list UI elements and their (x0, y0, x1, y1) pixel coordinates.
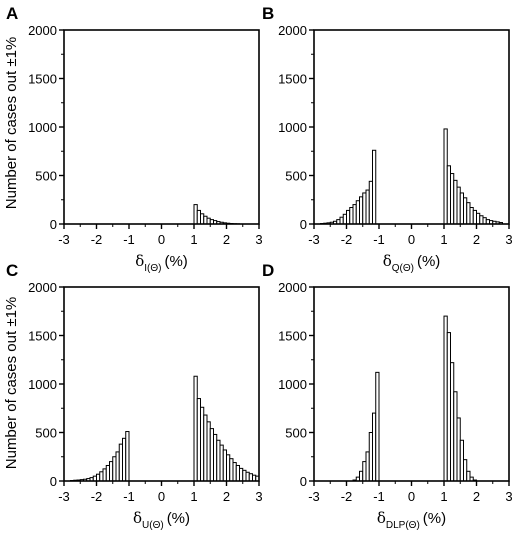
x-axis-symbol: δ (377, 509, 386, 527)
y-tick-label: 500 (35, 169, 57, 184)
x-tick-label: -1 (123, 489, 135, 504)
panel-label: B (262, 4, 274, 23)
x-tick-label: -1 (123, 232, 135, 247)
x-axis-label: δU(Θ) (%) (133, 509, 190, 531)
x-axis-subscript: U(Θ) (142, 520, 164, 531)
x-axis-symbol: δ (133, 509, 142, 527)
x-tick-label: 0 (158, 489, 165, 504)
x-tick-label: 1 (440, 232, 447, 247)
y-tick-label: 500 (35, 426, 57, 441)
x-tick-label: 2 (473, 232, 480, 247)
histogram-bar (372, 149, 377, 225)
plot-frame (313, 29, 510, 225)
y-tick-label: 1500 (278, 329, 307, 344)
x-tick-label: 2 (223, 489, 230, 504)
panel-label: C (6, 261, 18, 280)
x-tick-label: 1 (190, 232, 197, 247)
y-tick-label: 0 (50, 217, 57, 232)
x-axis-symbol: δ (135, 252, 144, 270)
x-axis-unit: (%) (164, 253, 187, 270)
y-tick-label: 500 (285, 426, 307, 441)
x-tick-label: 3 (255, 232, 262, 247)
x-axis-label: δQ(Θ) (%) (383, 252, 441, 274)
x-axis-unit: (%) (423, 510, 446, 527)
y-axis-label-top: Number of cases out ±1% (3, 37, 20, 209)
y-tick-label: 1000 (28, 377, 57, 392)
y-tick-label: 2000 (278, 23, 307, 38)
y-tick-label: 0 (300, 217, 307, 232)
y-tick-label: 1000 (28, 120, 57, 135)
histogram-bar (375, 371, 380, 482)
x-tick-label: -2 (341, 232, 353, 247)
x-tick-label: -2 (341, 489, 353, 504)
y-tick-label: 2000 (278, 280, 307, 295)
x-tick-label: -3 (308, 489, 320, 504)
plot-frame (63, 286, 260, 482)
panel-label: A (6, 4, 18, 23)
y-tick-label: 1000 (278, 377, 307, 392)
x-tick-label: -1 (373, 489, 385, 504)
x-tick-label: 1 (440, 489, 447, 504)
y-tick-label: 2000 (28, 280, 57, 295)
y-tick-label: 1000 (278, 120, 307, 135)
x-tick-label: 2 (223, 232, 230, 247)
panel-a: A -3 -2 -1 0 1 2 3 0 500 1000 1500 2000 δI(Θ) (%) (6, 4, 263, 274)
x-tick-label: -3 (308, 232, 320, 247)
x-tick-label: 2 (473, 489, 480, 504)
x-axis-label: δI(Θ) (%) (135, 252, 188, 274)
x-tick-label: 3 (505, 232, 512, 247)
y-tick-label: 2000 (28, 23, 57, 38)
x-axis-subscript: DLP(Θ) (386, 520, 420, 531)
plot-frame (63, 29, 260, 225)
x-tick-label: -1 (373, 232, 385, 247)
x-axis-unit: (%) (417, 253, 440, 270)
panel-label: D (262, 261, 274, 280)
x-tick-label: -3 (58, 489, 70, 504)
panel-c: C -3 -2 -1 0 1 2 3 0 500 1000 1500 2000 δU(Θ) (%) (6, 261, 263, 531)
y-tick-label: 1500 (28, 329, 57, 344)
x-tick-label: 1 (190, 489, 197, 504)
x-tick-label: -2 (91, 232, 103, 247)
y-tick-label: 0 (50, 474, 57, 489)
y-tick-label: 1500 (28, 72, 57, 87)
x-tick-label: 0 (408, 489, 415, 504)
plot-frame (313, 286, 510, 482)
x-tick-label: 0 (408, 232, 415, 247)
x-tick-label: 3 (505, 489, 512, 504)
y-axis-label-bottom: Number of cases out ±1% (3, 297, 20, 469)
y-tick-label: 0 (300, 474, 307, 489)
x-axis-subscript: I(Θ) (144, 263, 161, 274)
panel-d: D -3 -2 -1 0 1 2 3 0 500 1000 1500 2000 δDLP(Θ) (%) (262, 261, 512, 531)
x-tick-label: -3 (58, 232, 70, 247)
y-tick-label: 500 (285, 169, 307, 184)
panel-b: B -3 -2 -1 0 1 2 3 0 500 1000 1500 2000 δQ(Θ) (%) (262, 4, 512, 274)
x-tick-label: 3 (255, 489, 262, 504)
y-tick-label: 1500 (278, 72, 307, 87)
x-tick-label: 0 (158, 232, 165, 247)
x-axis-subscript: Q(Θ) (392, 263, 414, 274)
x-axis-symbol: δ (383, 252, 392, 270)
x-axis-label: δDLP(Θ) (%) (377, 509, 446, 531)
x-axis-unit: (%) (167, 510, 190, 527)
x-tick-label: -2 (91, 489, 103, 504)
histogram-bar (125, 431, 130, 482)
